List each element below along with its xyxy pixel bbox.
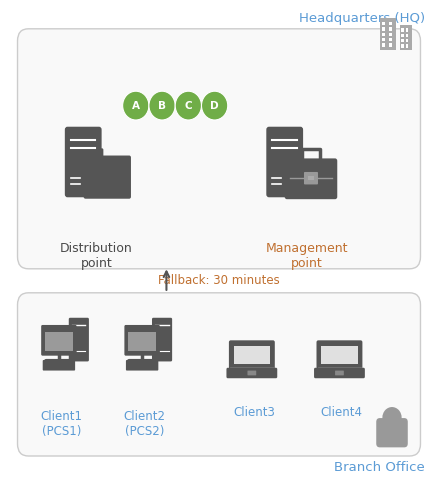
FancyBboxPatch shape [400,25,412,50]
FancyBboxPatch shape [317,340,362,369]
FancyBboxPatch shape [376,418,408,447]
FancyBboxPatch shape [234,346,270,364]
FancyBboxPatch shape [380,18,396,50]
FancyBboxPatch shape [285,158,337,199]
Circle shape [382,407,402,428]
FancyBboxPatch shape [247,371,256,375]
FancyBboxPatch shape [84,156,131,199]
FancyBboxPatch shape [126,360,158,371]
Text: Management
point: Management point [265,242,348,270]
FancyBboxPatch shape [41,325,77,356]
Bar [389,33,392,36]
FancyBboxPatch shape [308,176,314,180]
Bar [382,22,385,25]
Circle shape [149,91,175,120]
Text: Client3: Client3 [233,406,275,419]
FancyBboxPatch shape [124,325,160,356]
Bar [401,44,404,48]
Circle shape [201,91,228,120]
Text: A: A [132,101,140,110]
FancyBboxPatch shape [65,127,102,197]
FancyBboxPatch shape [152,318,172,361]
FancyBboxPatch shape [321,346,357,364]
FancyBboxPatch shape [18,293,420,456]
Text: C: C [184,101,192,110]
Bar [389,43,392,47]
Bar [389,38,392,41]
Bar [382,27,385,31]
Bar [406,44,408,48]
Text: Headquarters (HQ): Headquarters (HQ) [299,12,425,25]
FancyBboxPatch shape [229,340,275,369]
FancyBboxPatch shape [42,360,75,371]
Circle shape [175,91,201,120]
Text: Client1
(PCS1): Client1 (PCS1) [40,410,82,438]
FancyBboxPatch shape [69,318,89,361]
Bar [401,34,404,37]
Bar [406,39,408,42]
Bar [382,38,385,41]
Circle shape [123,91,149,120]
Text: Fallback: 30 minutes: Fallback: 30 minutes [158,274,280,288]
Text: D: D [210,101,219,110]
FancyBboxPatch shape [226,368,277,378]
Text: Client2
(PCS2): Client2 (PCS2) [124,410,166,438]
Bar [382,43,385,47]
FancyBboxPatch shape [45,332,73,351]
Bar [389,27,392,31]
Bar [382,33,385,36]
Bar [389,22,392,25]
FancyBboxPatch shape [18,29,420,269]
Bar [401,28,404,32]
FancyBboxPatch shape [84,148,103,160]
Text: Distribution
point: Distribution point [60,242,133,270]
FancyBboxPatch shape [266,127,303,197]
FancyBboxPatch shape [304,172,318,184]
Text: Client4: Client4 [321,406,363,419]
FancyBboxPatch shape [335,371,344,375]
Bar [406,28,408,32]
Text: Branch Office: Branch Office [334,461,425,474]
Bar [401,39,404,42]
Bar [406,34,408,37]
FancyBboxPatch shape [314,368,365,378]
FancyBboxPatch shape [128,332,156,351]
Text: B: B [158,101,166,110]
